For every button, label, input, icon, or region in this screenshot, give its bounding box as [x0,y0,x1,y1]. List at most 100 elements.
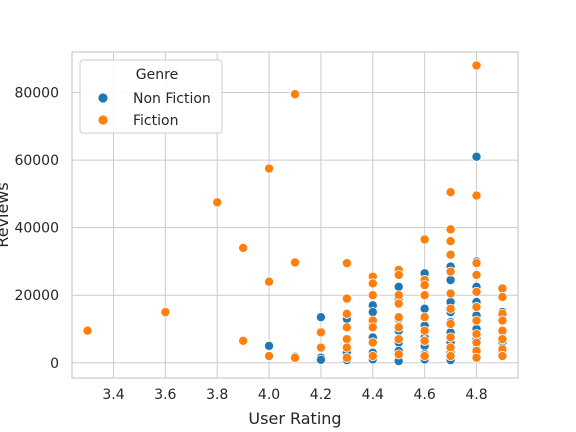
point-fiction [419,312,430,323]
point-fiction [445,318,456,329]
point-fiction [471,258,482,269]
x-tick-label: 3.6 [154,387,176,403]
point-fiction [393,349,404,360]
point-fiction [497,351,508,362]
point-fiction [471,352,482,363]
y-axis-label: Reviews [0,182,12,247]
point-fiction [497,334,508,345]
point-fiction [289,257,300,268]
point-fiction [471,329,482,340]
point-fiction [445,342,456,353]
y-tick-label: 40000 [14,221,59,237]
point-fiction [445,224,456,235]
x-tick-labels: 3.4 3.6 3.8 4.0 4.2 4.4 4.6 4.8 [102,387,487,403]
point-non-fiction [315,312,326,323]
point-fiction [393,312,404,323]
point-non-fiction [445,275,456,286]
point-fiction [367,322,378,333]
x-axis-label: User Rating [248,409,341,428]
point-fiction [419,290,430,301]
point-fiction [341,334,352,345]
y-tick-label: 20000 [14,288,59,304]
legend-box [79,59,223,134]
point-fiction [367,337,378,348]
y-tick-labels: 0 20000 40000 60000 80000 [14,86,59,372]
legend-title: Genre [136,67,178,83]
point-fiction [471,337,482,348]
point-fiction [419,325,430,336]
point-fiction [471,60,482,71]
point-fiction [471,190,482,201]
y-tick-label: 0 [50,356,59,372]
point-fiction [341,293,352,304]
x-tick-label: 4.8 [465,387,487,403]
plot-frame [71,51,519,379]
point-fiction [419,234,430,245]
point-fiction [82,325,93,336]
point-fiction [264,163,275,174]
x-tick-label: 4.0 [258,387,280,403]
point-fiction [471,302,482,313]
point-fiction [471,269,482,280]
point-fiction [238,335,249,346]
point-fiction [341,352,352,363]
x-tick-label: 3.8 [206,387,228,403]
point-fiction [497,315,508,326]
data-points [82,60,508,367]
point-non-fiction [315,354,326,365]
point-fiction [471,286,482,297]
point-fiction [160,307,171,318]
point-fiction [393,290,404,301]
point-fiction [367,351,378,362]
point-fiction [289,352,300,363]
legend-label-fiction: Fiction [133,113,178,129]
point-fiction [341,342,352,353]
x-tick-label: 4.2 [310,387,332,403]
point-non-fiction [367,307,378,318]
point-fiction [289,89,300,100]
x-tick-label: 4.6 [414,387,436,403]
point-fiction [393,269,404,280]
legend: Genre Non Fiction Fiction [79,59,223,134]
x-tick-label: 3.4 [102,387,124,403]
point-fiction [445,303,456,314]
y-tick-label: 80000 [14,86,59,102]
point-fiction [393,334,404,345]
point-fiction [419,351,430,362]
point-fiction [315,327,326,338]
y-tick-label: 60000 [14,153,59,169]
point-fiction [445,351,456,362]
point-fiction [497,325,508,336]
point-fiction [445,249,456,260]
point-non-fiction [419,303,430,314]
point-non-fiction [471,151,482,162]
point-fiction [419,280,430,291]
point-fiction [445,187,456,198]
point-fiction [497,283,508,294]
point-fiction [264,276,275,287]
point-fiction [497,291,508,302]
point-fiction [238,242,249,253]
point-fiction [315,342,326,353]
point-fiction [419,335,430,346]
point-fiction [471,315,482,326]
point-non-fiction [264,340,275,351]
point-fiction [341,308,352,319]
point-non-fiction [393,281,404,292]
point-fiction [264,351,275,362]
point-fiction [367,278,378,289]
point-fiction [212,197,223,208]
point-fiction [445,332,456,343]
legend-label-non-fiction: Non Fiction [133,91,211,107]
point-fiction [367,290,378,301]
point-fiction [393,322,404,333]
point-fiction [445,236,456,247]
point-fiction [393,298,404,309]
legend-marker-fiction [97,114,109,126]
point-fiction [445,266,456,277]
point-fiction [341,258,352,269]
point-fiction [445,288,456,299]
legend-marker-non-fiction [97,92,109,104]
x-tick-label: 4.4 [362,387,384,403]
